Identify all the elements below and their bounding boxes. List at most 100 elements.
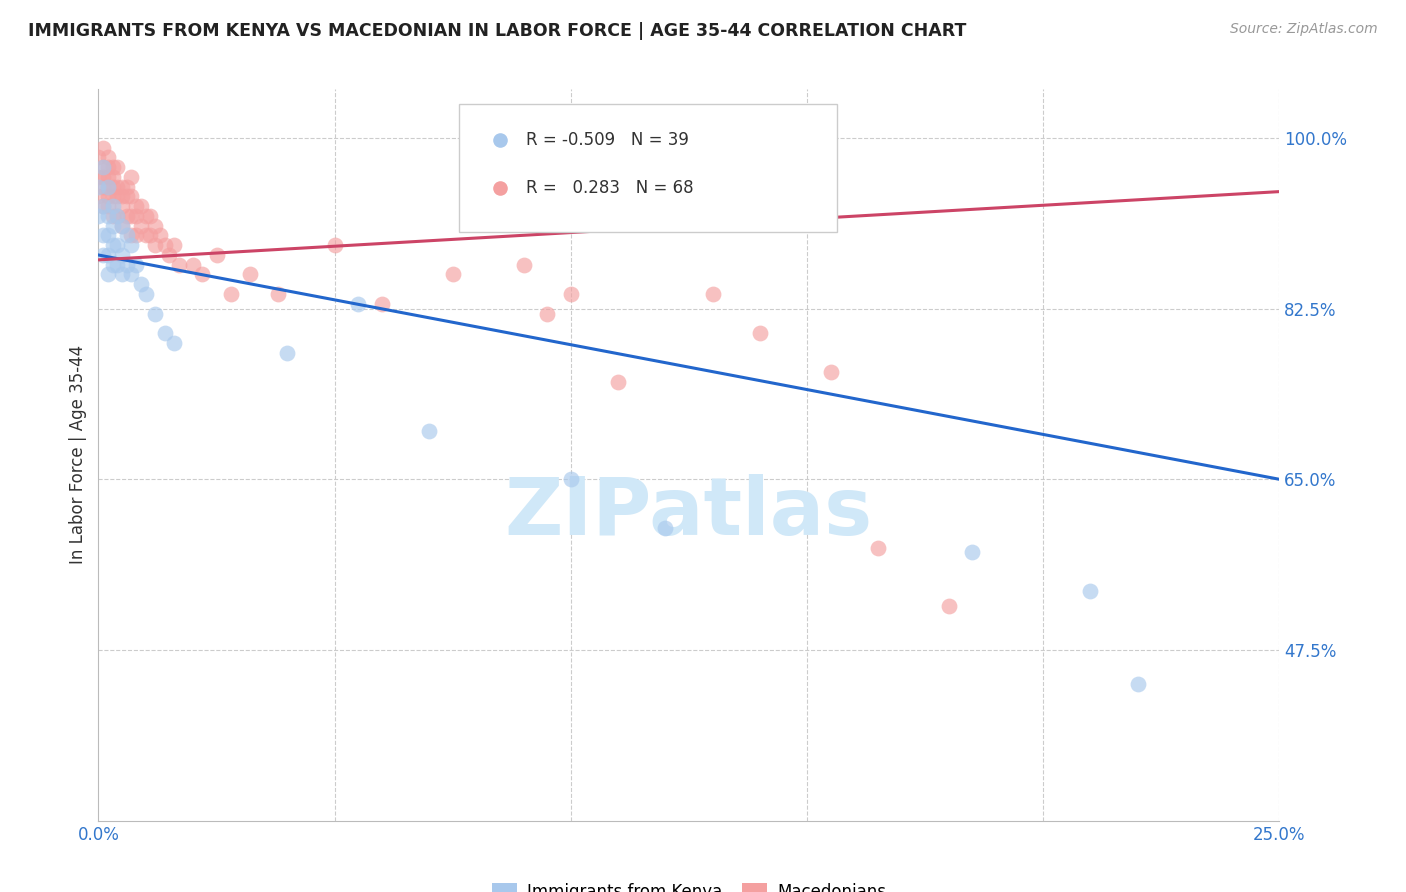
FancyBboxPatch shape	[458, 103, 837, 232]
Point	[105, 209, 128, 223]
Point	[97, 160, 120, 174]
Point	[418, 424, 440, 438]
Point	[97, 179, 120, 194]
Point	[560, 472, 582, 486]
Point	[105, 209, 128, 223]
Point	[748, 326, 770, 340]
Legend: Immigrants from Kenya, Macedonians: Immigrants from Kenya, Macedonians	[485, 877, 893, 892]
Point	[560, 287, 582, 301]
Y-axis label: In Labor Force | Age 35-44: In Labor Force | Age 35-44	[69, 345, 87, 565]
Point	[129, 199, 152, 213]
Point	[866, 541, 889, 555]
Point	[97, 248, 120, 262]
Text: Source: ZipAtlas.com: Source: ZipAtlas.com	[1230, 22, 1378, 37]
Point	[111, 248, 134, 262]
Point	[87, 209, 110, 223]
Point	[101, 169, 124, 184]
Point	[121, 169, 143, 184]
Point	[167, 258, 190, 272]
Point	[135, 228, 157, 243]
Point	[91, 248, 114, 262]
Point	[111, 268, 134, 282]
Point	[125, 228, 148, 243]
Point	[143, 238, 166, 252]
Point	[87, 179, 110, 194]
Point	[91, 160, 114, 174]
Text: R =   0.283   N = 68: R = 0.283 N = 68	[526, 179, 693, 197]
Point	[87, 151, 110, 165]
Point	[121, 189, 143, 203]
Point	[115, 258, 138, 272]
Point	[121, 268, 143, 282]
Point	[157, 248, 180, 262]
Point	[115, 209, 138, 223]
Point	[101, 209, 124, 223]
Point	[205, 248, 228, 262]
Point	[101, 179, 124, 194]
Point	[91, 228, 114, 243]
Point	[347, 297, 370, 311]
Point	[149, 228, 172, 243]
Point	[105, 189, 128, 203]
Point	[536, 306, 558, 320]
Point	[97, 199, 120, 213]
Text: R = -0.509   N = 39: R = -0.509 N = 39	[526, 131, 689, 149]
Point	[97, 151, 120, 165]
Point	[87, 189, 110, 203]
Point	[115, 179, 138, 194]
Point	[121, 209, 143, 223]
Point	[91, 199, 114, 213]
Point	[91, 199, 114, 213]
Point	[191, 268, 214, 282]
Point	[97, 189, 120, 203]
Point	[121, 238, 143, 252]
Point	[101, 258, 124, 272]
Point	[219, 287, 242, 301]
Point	[962, 545, 984, 559]
Point	[1080, 584, 1102, 599]
Point	[153, 238, 176, 252]
Point	[97, 268, 120, 282]
Point	[111, 199, 134, 213]
Point	[820, 365, 842, 379]
Point	[441, 268, 464, 282]
Point	[512, 258, 534, 272]
Point	[143, 306, 166, 320]
Point	[702, 287, 724, 301]
Point	[323, 238, 346, 252]
Point	[97, 179, 120, 194]
Point	[938, 599, 960, 613]
Point	[135, 209, 157, 223]
Point	[111, 189, 134, 203]
Point	[101, 199, 124, 213]
Point	[121, 228, 143, 243]
Point	[111, 219, 134, 233]
Point	[129, 219, 152, 233]
Point	[371, 297, 394, 311]
Point	[125, 209, 148, 223]
Point	[163, 238, 186, 252]
Point	[1126, 677, 1149, 691]
Point	[163, 335, 186, 350]
Point	[101, 189, 124, 203]
Point	[91, 141, 114, 155]
Point	[181, 258, 204, 272]
Point	[139, 228, 162, 243]
Point	[97, 169, 120, 184]
Point	[105, 179, 128, 194]
Point	[654, 521, 676, 535]
Text: ZIPatlas: ZIPatlas	[505, 475, 873, 552]
Point	[105, 258, 128, 272]
Point	[87, 169, 110, 184]
Point	[111, 179, 134, 194]
Point	[101, 238, 124, 252]
Point	[135, 287, 157, 301]
Point	[143, 219, 166, 233]
Point	[125, 199, 148, 213]
Point	[111, 219, 134, 233]
Point	[105, 238, 128, 252]
Point	[267, 287, 290, 301]
Point	[91, 169, 114, 184]
Text: IMMIGRANTS FROM KENYA VS MACEDONIAN IN LABOR FORCE | AGE 35-44 CORRELATION CHART: IMMIGRANTS FROM KENYA VS MACEDONIAN IN L…	[28, 22, 966, 40]
Point	[101, 160, 124, 174]
